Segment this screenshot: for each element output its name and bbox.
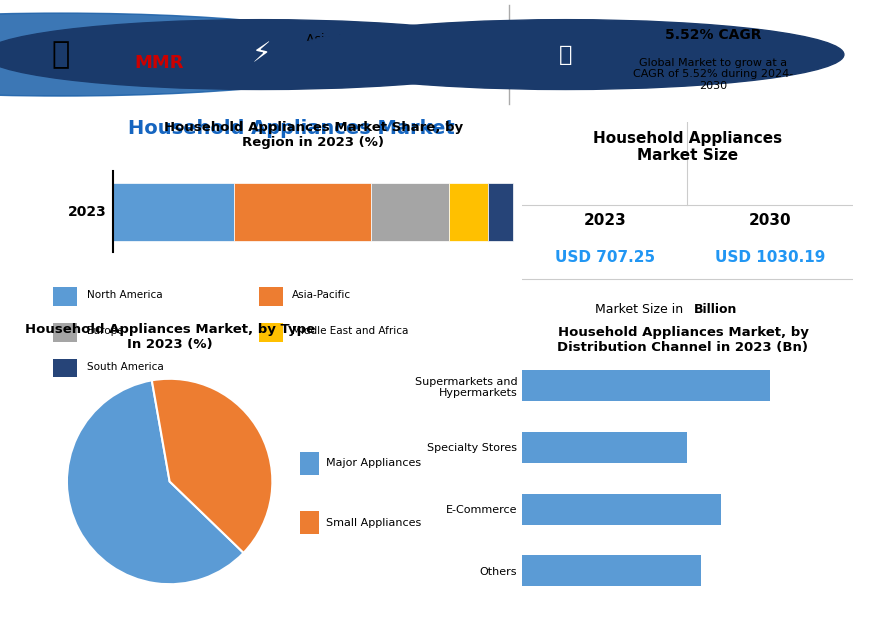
Text: 5.52% CAGR: 5.52% CAGR — [665, 28, 760, 42]
Circle shape — [0, 20, 539, 89]
Bar — [487, 183, 513, 241]
Text: Middle East and Africa: Middle East and Africa — [292, 326, 408, 336]
Text: MMR: MMR — [135, 55, 184, 73]
Text: 2023: 2023 — [582, 213, 626, 228]
Text: Billion: Billion — [693, 303, 736, 317]
Text: 2023: 2023 — [68, 205, 106, 219]
Text: North America: North America — [87, 290, 162, 300]
Text: USD 1030.19: USD 1030.19 — [714, 250, 824, 265]
Bar — [299, 511, 318, 534]
Bar — [53, 287, 77, 306]
Text: 🌐: 🌐 — [52, 40, 70, 69]
Text: Household Appliances
Market Size: Household Appliances Market Size — [592, 131, 781, 163]
Text: 2030: 2030 — [748, 213, 790, 228]
Text: Asia-Pacific: Asia-Pacific — [292, 290, 351, 300]
Bar — [113, 183, 233, 241]
Text: Global Market to grow at a
CAGR of 5.52% during 2024-
2030: Global Market to grow at a CAGR of 5.52%… — [633, 58, 793, 91]
Bar — [521, 370, 769, 401]
Bar — [53, 359, 77, 377]
Bar — [521, 432, 687, 463]
Wedge shape — [151, 379, 272, 553]
Text: USD 707.25: USD 707.25 — [554, 250, 654, 265]
Bar — [233, 183, 371, 241]
Circle shape — [0, 13, 391, 96]
Text: Asia Pacific Market Accounted
largest share in the Household
Appliances Market: Asia Pacific Market Accounted largest sh… — [304, 33, 495, 76]
Wedge shape — [67, 380, 243, 584]
Bar — [371, 183, 448, 241]
Bar — [299, 452, 318, 474]
Title: Household Appliances Market, by
Distribution Channel in 2023 (Bn): Household Appliances Market, by Distribu… — [557, 326, 807, 354]
Bar — [259, 323, 282, 342]
Bar — [521, 555, 700, 586]
Text: Europe: Europe — [87, 326, 123, 336]
Bar — [521, 494, 720, 525]
Title: Household Appliances Market, by Type
In 2023 (%): Household Appliances Market, by Type In … — [24, 322, 315, 351]
Text: Major Appliances: Major Appliances — [326, 458, 421, 468]
Text: Market Size in: Market Size in — [594, 303, 687, 317]
Bar — [53, 323, 77, 342]
Text: Household Appliances Market: Household Appliances Market — [128, 119, 454, 138]
Text: 🔥: 🔥 — [558, 44, 572, 65]
Title: Household Appliances Market Share, by
Region in 2023 (%): Household Appliances Market Share, by Re… — [163, 121, 462, 149]
Text: ⚡: ⚡ — [251, 40, 270, 69]
Text: Small Appliances: Small Appliances — [326, 517, 421, 528]
Bar — [448, 183, 487, 241]
Text: South America: South America — [87, 362, 163, 372]
Circle shape — [287, 20, 843, 89]
Bar — [259, 287, 282, 306]
